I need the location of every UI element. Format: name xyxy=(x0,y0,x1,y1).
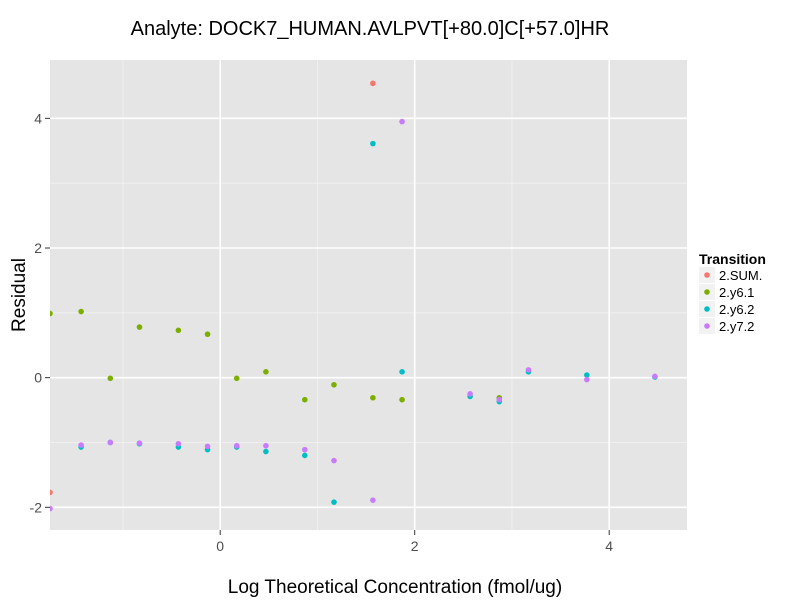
point-2-y6-2 xyxy=(331,499,337,505)
point-2-sum xyxy=(370,80,376,87)
legend-label: 2.y7.2 xyxy=(719,319,754,334)
y-axis-title: Residual xyxy=(9,258,30,332)
point-2-y6-1 xyxy=(399,396,405,403)
point-2-y7-2 xyxy=(467,391,473,397)
legend-label: 2.y6.1 xyxy=(719,285,754,300)
y-tick-label: 4 xyxy=(34,110,42,126)
legend-label: 2.SUM. xyxy=(719,268,762,283)
point-2-y6-2 xyxy=(263,448,269,455)
y-tick-label: 0 xyxy=(34,370,42,386)
point-2-y7-2 xyxy=(370,497,376,503)
point-2-y7-2 xyxy=(136,440,143,446)
point-2-y6-2 xyxy=(302,452,308,459)
point-2-y7-2 xyxy=(204,443,211,450)
data-points xyxy=(50,80,658,512)
x-tick-label: 0 xyxy=(216,538,224,554)
point-2-y7-2 xyxy=(584,376,590,383)
y-tick-label: -2 xyxy=(30,499,43,515)
point-2-y7-2 xyxy=(399,118,405,125)
point-2-y7-2 xyxy=(233,442,240,449)
point-2-y6-1 xyxy=(370,394,376,401)
x-tick-label: 4 xyxy=(605,538,613,554)
point-2-y7-2 xyxy=(302,446,308,453)
point-2-y6-2 xyxy=(370,140,376,147)
point-2-y6-1 xyxy=(204,331,211,338)
legend-label: 2.y6.2 xyxy=(719,302,754,317)
point-2-y6-1 xyxy=(50,310,53,317)
point-2-y6-1 xyxy=(78,308,84,315)
x-axis-title: Log Theoretical Concentration (fmol/ug) xyxy=(228,577,562,598)
legend-title: Transition xyxy=(699,251,766,267)
point-2-y6-1 xyxy=(175,327,182,334)
point-2-y6-1 xyxy=(331,381,337,388)
point-2-y7-2 xyxy=(50,505,53,512)
point-2-y7-2 xyxy=(78,442,84,448)
point-2-y6-1 xyxy=(263,369,269,375)
legend-key xyxy=(704,289,710,295)
tick-labels: 0 2 4 -2 0 2 4 xyxy=(30,110,614,554)
point-2-y7-2 xyxy=(652,373,658,380)
point-2-y7-2 xyxy=(107,439,114,446)
point-2-y6-1 xyxy=(233,375,240,382)
legend: Transition 2.SUM. 2.y6.1 2.y6.2 2.y7.2 xyxy=(699,251,766,334)
point-2-y6-1 xyxy=(136,324,143,330)
minor-gridlines xyxy=(50,60,687,530)
x-tick-label: 2 xyxy=(411,538,419,554)
point-2-y6-1 xyxy=(107,375,114,382)
point-2-y7-2 xyxy=(525,367,532,373)
axis-ticks xyxy=(45,117,610,535)
y-tick-label: 2 xyxy=(34,240,42,256)
point-2-y6-2 xyxy=(584,372,590,378)
legend-key xyxy=(704,306,710,312)
legend-key xyxy=(704,272,710,278)
major-gridlines xyxy=(50,60,687,530)
point-2-y7-2 xyxy=(496,396,503,403)
legend-key xyxy=(704,323,710,329)
point-2-y7-2 xyxy=(263,442,269,449)
chart-title: Analyte: DOCK7_HUMAN.AVLPVT[+80.0]C[+57.… xyxy=(131,18,610,40)
point-2-y7-2 xyxy=(175,440,182,447)
plot-panel xyxy=(50,60,687,530)
point-2-y6-2 xyxy=(399,369,405,375)
point-2-y6-1 xyxy=(302,396,308,403)
point-2-y7-2 xyxy=(331,457,337,464)
point-2-sum xyxy=(50,489,53,496)
